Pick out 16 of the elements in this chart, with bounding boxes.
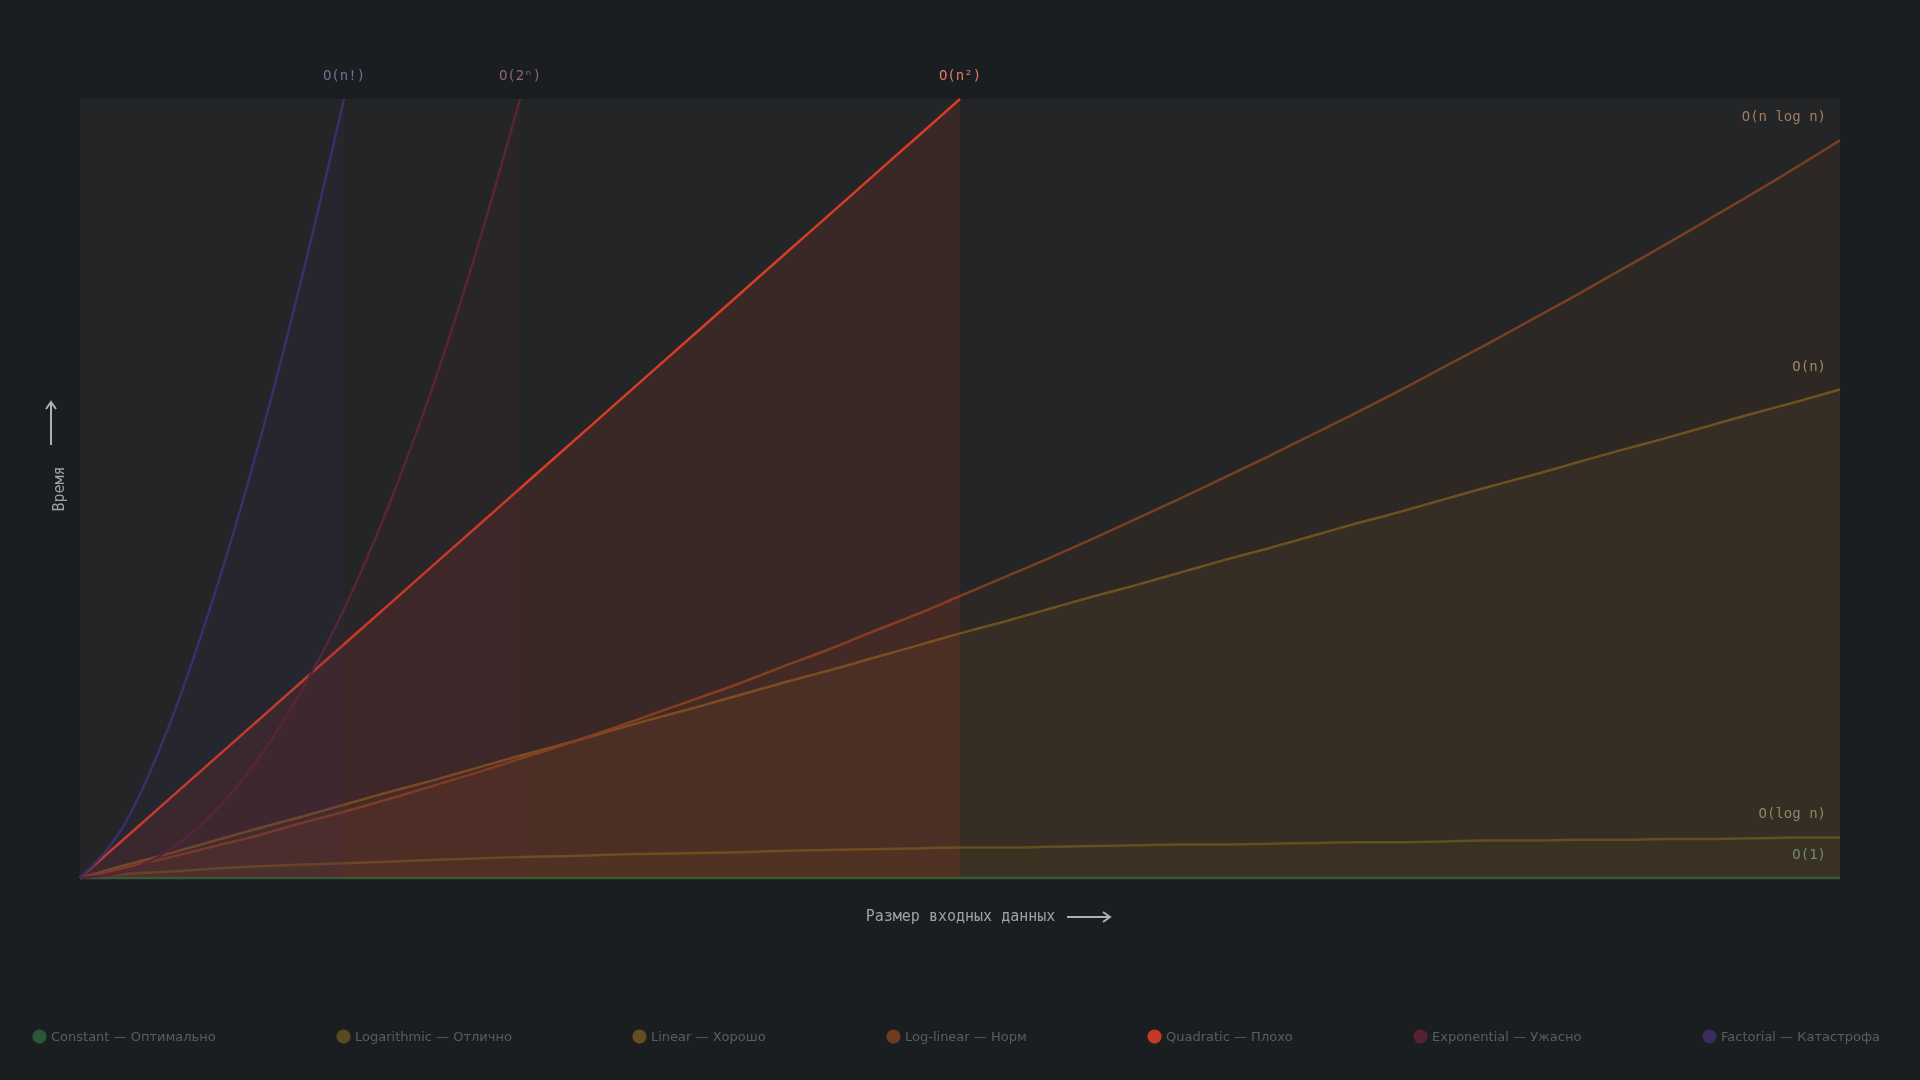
legend-label: Quadratic — Плохо	[1166, 1028, 1293, 1044]
text: O(n²)	[938, 67, 982, 83]
annotation: O(n)	[1792, 357, 1826, 374]
legend-label: Constant — Оптимально	[51, 1028, 216, 1044]
legend-label: Linear — Хорошо	[651, 1028, 766, 1044]
y-axis-title: Время	[49, 466, 68, 512]
annotation: O(n log n)	[1741, 108, 1826, 125]
annotation: O(log n)	[1758, 805, 1826, 822]
legend-label: Logarithmic — Отлично	[355, 1028, 512, 1044]
legend-label: Log-linear — Норм	[905, 1028, 1027, 1044]
text: O(n!)	[322, 67, 366, 83]
x-axis-title: Размер входных данных	[865, 906, 1056, 925]
legend-label: Factorial — Катастрофа	[1721, 1028, 1880, 1044]
legend-label: Exponential — Ужасно	[1432, 1028, 1582, 1044]
text: O(2ⁿ)	[498, 67, 542, 83]
annotation: O(1)	[1792, 846, 1826, 862]
